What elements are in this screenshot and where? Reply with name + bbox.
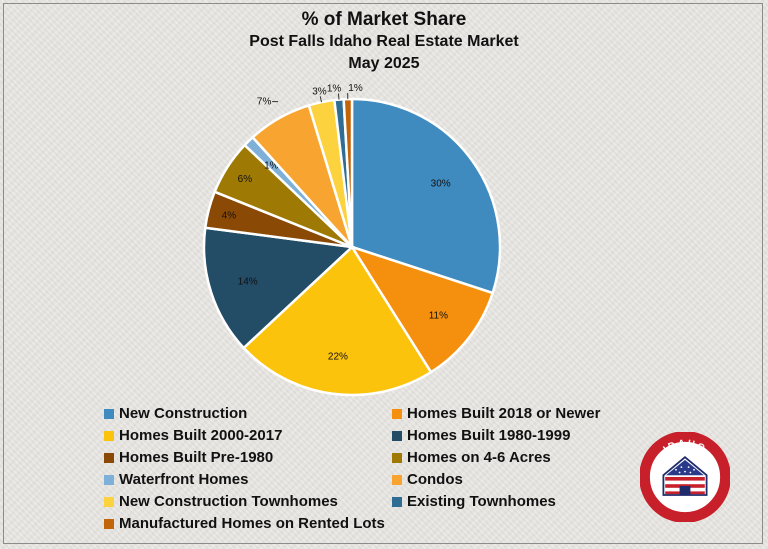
legend-label: Homes on 4-6 Acres: [407, 449, 551, 466]
legend-swatch: [392, 474, 402, 485]
legend-swatch: [104, 408, 114, 419]
legend-item-condos: Condos: [392, 471, 463, 488]
legend-swatch: [104, 452, 114, 463]
pie-label-waterfront-homes: 1%: [264, 160, 279, 171]
legend-item-waterfront-homes: Waterfront Homes: [104, 471, 248, 488]
pie-label-homes-built-2018-or-newer: 11%: [429, 310, 448, 321]
legend-item-manufactured-homes-on-rented-lots: Manufactured Homes on Rented Lots: [104, 515, 385, 532]
legend-swatch: [392, 430, 402, 441]
legend-label: Condos: [407, 471, 463, 488]
legend-label: Homes Built 2018 or Newer: [407, 405, 601, 422]
pie-slice-homes-built-2018-or-newer: [349, 244, 495, 374]
legend-swatch: [104, 496, 114, 507]
legend-label: New Construction: [119, 405, 248, 422]
legend-item-new-construction-townhomes: New Construction Townhomes: [104, 493, 338, 510]
chart-title: % of Market Share: [301, 9, 467, 30]
pie-label-new-construction: 30%: [431, 179, 451, 190]
leader-line-existing-townhomes: [337, 93, 340, 100]
pie-label-homes-built-2000-2017: 22%: [328, 352, 348, 363]
legend-label: New Construction Townhomes: [119, 493, 338, 510]
legend-swatch: [392, 452, 402, 463]
leader-line-new-construction-townhomes: [319, 96, 322, 103]
pie-label-existing-townhomes: 1%: [327, 84, 342, 95]
pie-label-new-construction-townhomes: 3%: [312, 86, 327, 97]
pie-slice-new-construction: [350, 97, 502, 295]
pie-label-homes-built-pre-1980: 4%: [222, 211, 237, 222]
pie-label-manufactured-homes-on-rented-lots: 1%: [348, 83, 363, 94]
pie-label-condos: 7%: [257, 97, 272, 108]
pie-slice-homes-built-1980-1999: [202, 226, 355, 350]
chart-period: May 2025: [348, 55, 420, 72]
legend-label: Homes Built 1980-1999: [407, 427, 571, 444]
chart-subtitle: Post Falls Idaho Real Estate Market: [249, 33, 519, 50]
pie-label-homes-on-4-6-acres: 6%: [238, 174, 253, 185]
legend-item-homes-built-1980-1999: Homes Built 1980-1999: [392, 427, 570, 444]
chart-titles: % of Market Share Post Falls Idaho Real …: [0, 8, 768, 75]
legend-swatch: [104, 430, 114, 441]
legend-item-new-construction: New Construction: [104, 405, 247, 422]
idaho-real-homes-logo: IDAHO REAL HOMES LLC: [640, 432, 730, 522]
legend-label: Homes Built 2000-2017: [119, 427, 283, 444]
pie-label-homes-built-1980-1999: 14%: [238, 276, 258, 287]
legend-swatch: [392, 496, 402, 507]
legend-label: Existing Townhomes: [407, 493, 556, 510]
legend-label: Manufactured Homes on Rented Lots: [119, 515, 385, 532]
legend-label: Homes Built Pre-1980: [119, 449, 274, 466]
legend-swatch: [392, 408, 402, 419]
legend-item-homes-built-pre-1980: Homes Built Pre-1980: [104, 449, 273, 466]
chart-frame: [3, 3, 763, 544]
legend-item-existing-townhomes: Existing Townhomes: [392, 493, 556, 510]
legend-swatch: [104, 474, 114, 485]
legend-item-homes-on-4-6-acres: Homes on 4-6 Acres: [392, 449, 551, 466]
pie-slice-homes-built-2000-2017: [241, 245, 433, 397]
legend-swatch: [104, 518, 114, 529]
legend-item-homes-built-2018-or-newer: Homes Built 2018 or Newer: [392, 405, 600, 422]
legend-item-homes-built-2000-2017: Homes Built 2000-2017: [104, 427, 282, 444]
legend-label: Waterfront Homes: [119, 471, 249, 488]
